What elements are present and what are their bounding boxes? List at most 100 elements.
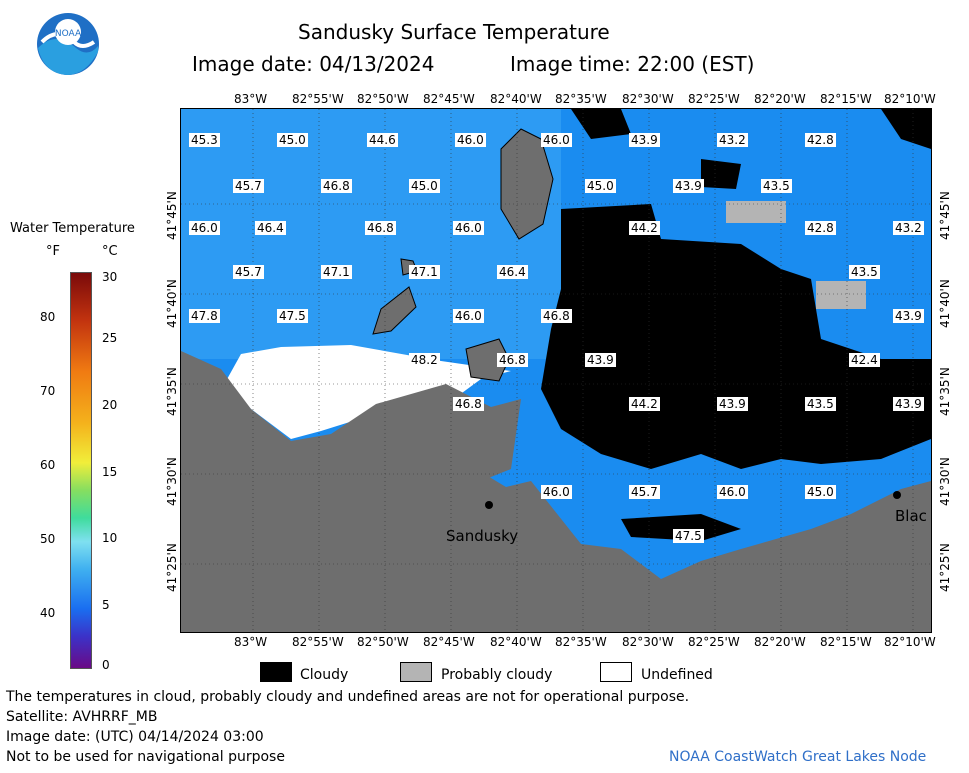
temp-label: 44.2: [629, 221, 660, 235]
lat-label-right: 41°40'N: [938, 279, 952, 328]
colorbar-c-tick: 20: [102, 398, 118, 412]
legend-probably-cloudy-label: Probably cloudy: [441, 667, 553, 683]
colorbar-c-tick: 10: [102, 531, 118, 545]
temp-label: 45.0: [277, 133, 308, 147]
colorbar-c-tick: 5: [102, 598, 110, 612]
lon-label-top: 82°25'W: [688, 92, 740, 106]
lon-label-top: 83°W: [234, 92, 268, 106]
temp-label: 43.2: [893, 221, 924, 235]
temp-label: 43.9: [673, 179, 704, 193]
temp-label: 45.7: [629, 485, 660, 499]
colorbar-unit-f: °F: [46, 244, 60, 259]
temp-label: 46.8: [453, 397, 484, 411]
temp-label: 43.2: [717, 133, 748, 147]
disclaimer-text: The temperatures in cloud, probably clou…: [6, 689, 690, 705]
temp-label: 47.8: [189, 309, 220, 323]
temp-label: 45.0: [409, 179, 440, 193]
undefined-area: [226, 345, 511, 439]
legend-cloudy-label: Cloudy: [300, 667, 349, 683]
lon-label-top: 82°20'W: [754, 92, 806, 106]
colorbar-f-tick: 40: [40, 606, 56, 620]
temperature-map: Sandusky Blac 45.3 45.0 44.6 46.0 46.0 43.9 43…: [180, 108, 932, 633]
temp-label: 47.5: [277, 309, 308, 323]
temp-label: 45.7: [233, 265, 264, 279]
temp-label: 43.5: [761, 179, 792, 193]
lon-label-top: 82°15'W: [820, 92, 872, 106]
black-river-marker: [893, 491, 901, 499]
lon-label-top: 82°30'W: [622, 92, 674, 106]
temp-label: 43.9: [893, 309, 924, 323]
place-label-sandusky: Sandusky: [446, 527, 519, 545]
nav-warning-text: Not to be used for navigational purpose: [6, 749, 285, 765]
temp-label: 44.2: [629, 397, 660, 411]
temp-label: 45.0: [805, 485, 836, 499]
temp-label: 45.0: [585, 179, 616, 193]
legend-undefined-swatch: [600, 662, 632, 682]
probably-cloudy-area-2: [816, 281, 866, 309]
lat-label-left: 41°35'N: [165, 367, 179, 416]
temp-label: 42.4: [849, 353, 880, 367]
noaa-logo: NOAA: [36, 12, 100, 76]
temp-label: 48.2: [409, 353, 440, 367]
legend-probably-cloudy-swatch: [400, 662, 432, 682]
image-time: Image time: 22:00 (EST): [510, 52, 755, 76]
temp-label: 46.0: [455, 133, 486, 147]
temp-label: 45.7: [233, 179, 264, 193]
temp-label: 46.0: [453, 309, 484, 323]
lon-label-top: 82°50'W: [357, 92, 409, 106]
colorbar-c-tick: 30: [102, 270, 118, 284]
legend-cloudy-swatch: [260, 662, 292, 682]
image-date: Image date: 04/13/2024: [192, 52, 435, 76]
place-label-black: Blac: [895, 507, 927, 525]
lat-label-left: 41°45'N: [165, 191, 179, 240]
colorbar-f-tick: 70: [40, 384, 56, 398]
temp-label: 46.0: [453, 221, 484, 235]
lon-label-bottom: 82°40'W: [490, 635, 542, 649]
kelleys-island: [500, 128, 554, 240]
temp-label: 46.0: [717, 485, 748, 499]
lat-label-right: 41°25'N: [938, 543, 952, 592]
temp-label: 47.1: [409, 265, 440, 279]
sandusky-marker: [485, 501, 493, 509]
temp-label: 45.3: [189, 133, 220, 147]
temp-label: 46.4: [497, 265, 528, 279]
temp-label: 43.5: [805, 397, 836, 411]
lon-label-top: 82°45'W: [423, 92, 475, 106]
temp-label: 46.8: [365, 221, 396, 235]
probably-cloudy-area-1: [726, 201, 786, 223]
lat-label-left: 41°30'N: [165, 457, 179, 506]
temp-label: 43.5: [849, 265, 880, 279]
lon-label-bottom: 82°50'W: [357, 635, 409, 649]
colorbar-c-tick: 15: [102, 465, 118, 479]
lat-label-right: 41°45'N: [938, 191, 952, 240]
colorbar-f-tick: 50: [40, 532, 56, 546]
lat-label-left: 41°40'N: [165, 279, 179, 328]
temp-label: 43.9: [717, 397, 748, 411]
graticule: [181, 109, 931, 632]
lon-label-bottom: 82°10'W: [884, 635, 936, 649]
temp-label: 43.9: [629, 133, 660, 147]
credit-text: NOAA CoastWatch Great Lakes Node: [669, 749, 927, 765]
colorbar-c-tick: 25: [102, 331, 118, 345]
lon-label-bottom: 83°W: [234, 635, 268, 649]
colorbar-f-tick: 80: [40, 310, 56, 324]
lon-label-bottom: 82°25'W: [688, 635, 740, 649]
temp-label: 43.9: [893, 397, 924, 411]
lon-label-bottom: 82°15'W: [820, 635, 872, 649]
lat-label-right: 41°35'N: [938, 367, 952, 416]
temp-label: 42.8: [805, 221, 836, 235]
map-title: Sandusky Surface Temperature: [298, 20, 610, 44]
lon-label-top: 82°55'W: [292, 92, 344, 106]
satellite-text: Satellite: AVHRRF_MB: [6, 709, 158, 725]
temp-label: 46.0: [541, 133, 572, 147]
lon-label-bottom: 82°20'W: [754, 635, 806, 649]
temp-label: 46.8: [541, 309, 572, 323]
legend-undefined-label: Undefined: [641, 667, 713, 683]
south-bass-island: [372, 286, 417, 335]
temp-label: 43.9: [585, 353, 616, 367]
lon-label-bottom: 82°30'W: [622, 635, 674, 649]
utc-date-text: Image date: (UTC) 04/14/2024 03:00: [6, 729, 264, 745]
lon-label-bottom: 82°55'W: [292, 635, 344, 649]
colorbar-f-tick: 60: [40, 458, 56, 472]
lon-label-top: 82°10'W: [884, 92, 936, 106]
